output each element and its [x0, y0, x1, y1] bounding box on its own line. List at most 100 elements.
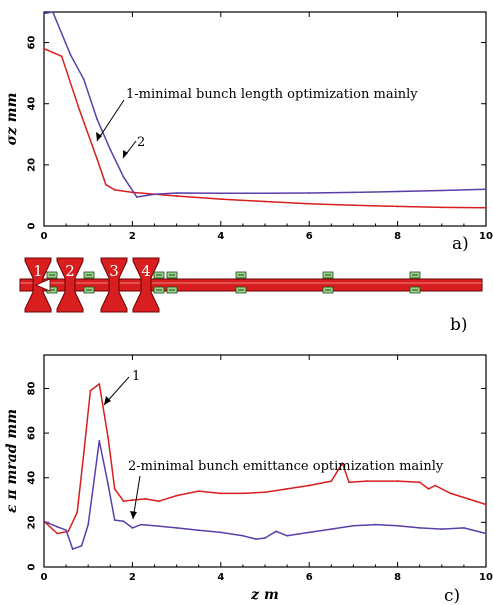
chart-c-series-2-point	[43, 520, 45, 523]
chart-c-series-1-point	[418, 481, 421, 484]
chart-c-series-2-point	[71, 548, 74, 551]
chart-c-series-2-line	[43, 440, 487, 550]
chart-a-y-tick-label: 0	[27, 222, 38, 229]
chart-a-series-2-point	[96, 118, 98, 120]
arrowhead-a-1	[96, 132, 102, 141]
chart-c-series-2-point	[153, 524, 156, 527]
chart-a-series-1-point	[352, 204, 355, 207]
panel-c-label: c)	[444, 586, 460, 605]
arrow-a-1	[96, 99, 125, 142]
chart-a-y-tick-label: 20	[27, 158, 38, 172]
chart-c-series-2-point	[140, 523, 143, 526]
chart-a-series-2-point	[264, 192, 266, 195]
arrowhead-a-2	[123, 150, 128, 158]
chart-c-series-2-point	[485, 532, 487, 535]
chart-c-series-1-point	[98, 383, 101, 385]
chart-a-series-1-point	[396, 205, 399, 208]
chart-c-series-1-point	[434, 484, 437, 487]
chart-c-series-2-point	[374, 523, 377, 526]
chart-a-series-2-point	[82, 78, 85, 81]
chart-a-x-tick-label: 4	[217, 231, 224, 242]
chart-c-series-2-point	[87, 523, 90, 526]
chart-c-x-tick-label: 4	[217, 572, 224, 583]
chart-a-series-1-point	[440, 206, 443, 209]
chart-c-y-tick-label: 20	[27, 515, 38, 529]
chart-a-x-tick-label: 6	[306, 231, 313, 242]
chart-a-series-2-point	[308, 192, 311, 194]
chart-c-series-1-point	[175, 494, 178, 497]
cavity-label-3: 3	[109, 262, 119, 280]
chart-c-series-2-point	[175, 527, 178, 529]
chart-a-series-1-point	[113, 189, 116, 191]
chart-c-series-1-point	[219, 492, 222, 495]
chart-c-series-1-point	[89, 389, 92, 392]
annotation-a-2: 2	[137, 135, 145, 150]
chart-a-x-tick-label: 0	[41, 231, 48, 242]
chart-a-series-2-point	[219, 192, 222, 195]
chart-c-x-tick-label: 2	[129, 572, 136, 583]
chart-a-series-2-point	[109, 148, 112, 151]
chart-c-series-2-point	[98, 440, 101, 442]
chart-a-series-1-point	[104, 183, 107, 186]
chart-c-series-1-point	[131, 499, 134, 501]
chart-c-series-2-point	[440, 528, 443, 530]
chart-c-series-1-point	[264, 491, 266, 494]
chart-a-series-2-point	[352, 191, 355, 194]
chart-c-series-2-point	[275, 530, 277, 533]
chart-c-series-2-point	[113, 519, 116, 522]
chart-c-y-tick-label: 0	[27, 563, 38, 570]
chart-c-series-2-point	[396, 524, 399, 527]
chart-c-x-tick-label: 6	[306, 572, 313, 583]
arrowhead-c-1	[104, 396, 111, 405]
chart-c-x-tick-label: 10	[479, 572, 493, 583]
cavity-3	[100, 257, 128, 313]
chart-c-series-1-point	[197, 490, 200, 493]
chart-a-series-2-point	[153, 193, 156, 196]
chart-a-series-2-point	[51, 11, 54, 13]
chart-c-series-1-point	[308, 484, 311, 487]
beam-pipe	[19, 278, 483, 292]
chart-a-series-2-point	[485, 188, 487, 191]
beamline-layout: 1 2 3 4	[19, 257, 483, 313]
chart-a-series-2-point	[122, 176, 125, 178]
chart-a-series-2-point	[135, 196, 138, 198]
chart-c-series-2-point	[80, 544, 83, 547]
panel-b-label: b)	[450, 315, 468, 335]
chart-a-x-tick-label: 8	[394, 231, 401, 242]
chart-c-series-1-point	[330, 480, 333, 482]
chart-c-x-axis-label: z m	[250, 587, 279, 603]
chart-a-x-tick-label: 10	[479, 231, 493, 242]
chart-c-series-1-point	[144, 498, 147, 500]
chart-c-series-2-point	[286, 534, 288, 537]
chart-a-series-1-point	[264, 200, 266, 203]
chart-a-series-2-line	[43, 11, 487, 198]
arrowhead-c-2	[130, 511, 137, 519]
cavity-4	[132, 257, 160, 313]
chart-c-y-axis-label: ε π mrad mm	[4, 409, 20, 513]
chart-c-series-2-point	[418, 527, 421, 529]
chart-a-series-1-point	[43, 47, 45, 50]
chart-a-series-2-point	[175, 192, 178, 194]
chart-c-series-1-point	[122, 500, 125, 503]
chart-c-series-1-point	[365, 480, 368, 482]
chart-a-series-2-point	[43, 12, 45, 15]
chart-c-series-1-point	[396, 480, 399, 482]
chart-c-series-1-point	[427, 487, 430, 490]
chart-c-x-tick-label: 0	[41, 572, 48, 583]
chart-c-series-2-point	[122, 520, 125, 523]
chart-c-series-1-point	[449, 492, 452, 495]
annotation-a-1: 1-minimal bunch length optimization main…	[126, 87, 418, 102]
chart-a-series-1-point	[308, 202, 311, 205]
chart-a-series-2-point	[396, 190, 399, 193]
chart-a-series-2-point	[440, 189, 443, 192]
chart-c-series-1-point	[113, 487, 116, 490]
chart-c-series-2-point	[330, 528, 333, 530]
chart-c-series-1-point	[82, 452, 85, 455]
chart-c-x-tick-label: 8	[394, 572, 401, 583]
chart-c-series-2-point	[219, 531, 222, 534]
chart-c-series-2-point	[308, 531, 311, 534]
chart-c-series-1-point	[76, 511, 79, 514]
chart-c-series-2-point	[242, 534, 244, 537]
chart-c-series-1-point	[107, 436, 109, 439]
